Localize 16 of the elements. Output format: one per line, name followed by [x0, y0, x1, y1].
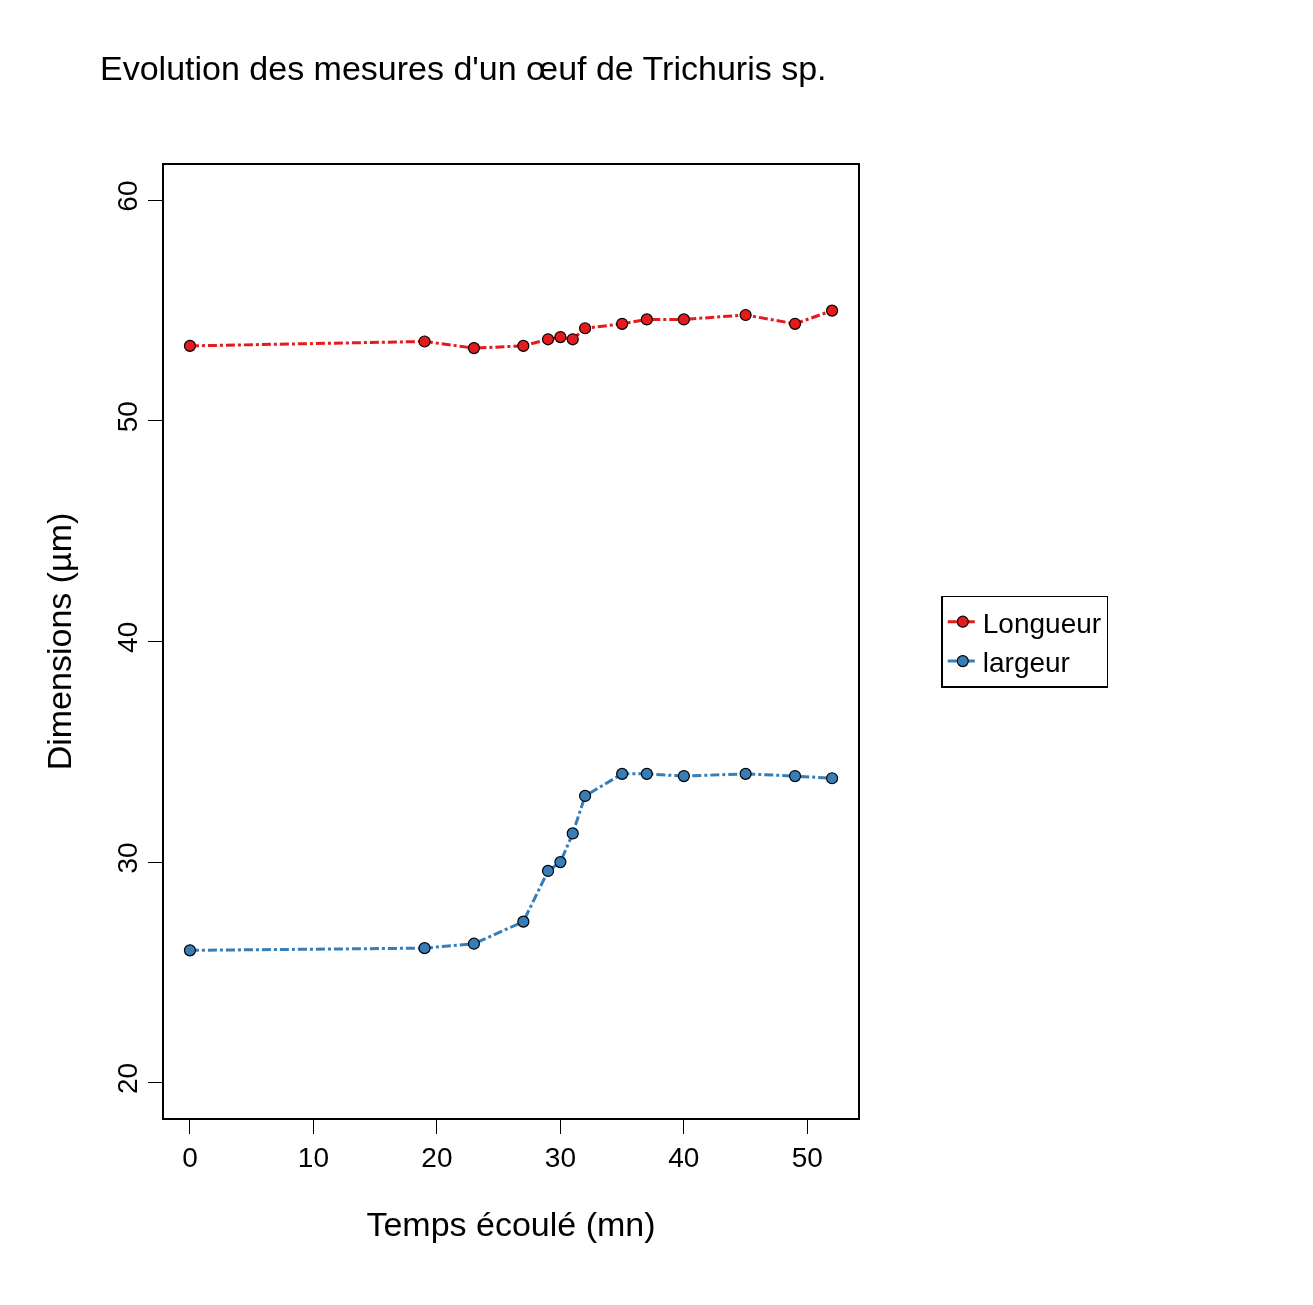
- x-tick-label: 50: [791, 1142, 823, 1174]
- x-tick-label: 20: [421, 1142, 453, 1174]
- x-axis-title: Temps écoulé (mn): [366, 1205, 656, 1244]
- x-tick-label: 30: [544, 1142, 576, 1174]
- y-tick-label: 40: [112, 621, 144, 653]
- y-tick-label: 60: [112, 180, 144, 212]
- y-tick-label: 30: [112, 842, 144, 874]
- x-tick-label: 0: [182, 1142, 198, 1174]
- y-axis-title: Dimensions (µm): [40, 512, 79, 771]
- chart-title: Evolution des mesures d'un œuf de Trichuris sp.: [100, 48, 827, 87]
- y-tick-label: 20: [112, 1062, 144, 1095]
- legend-label: largeur: [982, 647, 1070, 679]
- x-tick-label: 10: [297, 1142, 329, 1174]
- legend-label: Longueur: [982, 607, 1102, 639]
- y-tick-label: 50: [112, 401, 144, 433]
- x-tick-label: 40: [668, 1142, 700, 1174]
